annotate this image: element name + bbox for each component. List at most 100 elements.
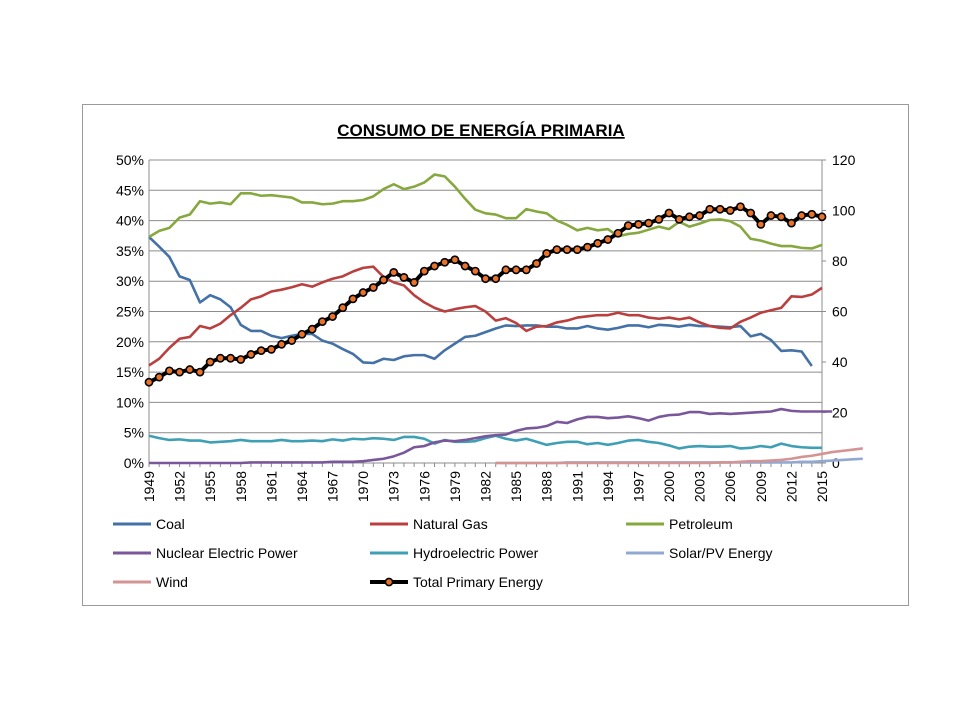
x-tick-label: 1985 <box>508 471 524 502</box>
total-primary-energy-point <box>572 245 582 255</box>
nuclear-electric-power-line <box>149 407 833 465</box>
total-primary-energy-point <box>736 202 745 212</box>
total-primary-energy-point <box>593 238 603 248</box>
total-primary-energy-point <box>634 219 643 229</box>
total-primary-energy-point <box>379 275 388 285</box>
total-primary-energy-point <box>797 211 807 220</box>
x-tick-label: 2003 <box>692 471 708 502</box>
natural-gas-line <box>148 265 823 367</box>
total-primary-energy-point <box>226 353 235 363</box>
total-primary-energy-point <box>246 350 256 359</box>
total-primary-energy-point <box>501 265 511 275</box>
y-tick-label: 5% <box>124 425 144 441</box>
total-primary-energy-point <box>532 259 541 268</box>
x-tick-label: 2015 <box>814 471 830 502</box>
total-primary-energy-point <box>185 365 195 374</box>
total-primary-energy-point <box>583 242 592 252</box>
x-tick-label: 1997 <box>630 471 646 502</box>
legend-marker <box>384 577 394 587</box>
y-tick-label: 30% <box>116 273 144 289</box>
x-tick-label: 1970 <box>355 471 371 502</box>
x-tick-label: 2000 <box>661 471 677 502</box>
total-primary-energy-point <box>695 211 705 220</box>
y-tick-label: 15% <box>116 364 144 380</box>
total-primary-energy-point <box>205 357 215 367</box>
x-tick-label: 2006 <box>722 471 738 502</box>
total-primary-energy-point <box>644 218 654 228</box>
hydroelectric-power-line <box>148 434 822 450</box>
legend-label: Wind <box>156 574 188 590</box>
wind-line <box>495 447 863 465</box>
chart-title: CONSUMO DE ENERGÍA PRIMARIA <box>337 121 624 140</box>
total-primary-energy-point <box>460 261 470 271</box>
x-tick-label: 1952 <box>172 471 188 502</box>
y-tick-label: 35% <box>116 243 144 259</box>
y2-tick-label: 80 <box>832 253 848 269</box>
total-primary-energy-point <box>664 208 674 218</box>
total-primary-energy-point <box>338 303 348 313</box>
total-primary-energy-point <box>266 344 276 354</box>
series-lines <box>144 173 863 465</box>
y2-tick-label: 60 <box>832 304 848 320</box>
y-tick-label: 45% <box>116 182 144 198</box>
total-primary-energy-point <box>562 245 572 255</box>
total-primary-energy-point <box>215 353 225 363</box>
total-primary-energy-point <box>674 214 684 224</box>
total-primary-energy-point <box>685 212 694 222</box>
y2-tick-label: 20 <box>832 405 848 421</box>
total-primary-energy-point <box>725 206 735 215</box>
total-primary-energy-point <box>195 367 205 377</box>
x-tick-label: 1976 <box>416 471 432 502</box>
x-tick-label: 1964 <box>294 471 310 502</box>
x-tick-label: 1979 <box>447 471 463 502</box>
total-primary-energy-point <box>389 267 399 277</box>
total-primary-energy-point <box>236 355 246 364</box>
total-primary-energy-point <box>470 266 480 276</box>
total-primary-energy-point <box>705 204 715 214</box>
y-tick-label: 10% <box>116 394 144 410</box>
total-primary-energy-point <box>317 317 327 326</box>
total-primary-energy-point <box>787 218 796 228</box>
legend-label: Coal <box>156 516 185 532</box>
x-tick-label: 1982 <box>478 471 494 502</box>
total-primary-energy-point <box>328 312 337 321</box>
x-tick-label: 2009 <box>753 471 769 502</box>
y-tick-label: 20% <box>116 334 144 350</box>
x-tick-label: 1955 <box>202 471 218 502</box>
coal-line <box>148 236 813 367</box>
total-primary-energy-point <box>542 249 552 258</box>
y-tick-label: 40% <box>116 213 144 229</box>
legend-label: Nuclear Electric Power <box>156 545 298 561</box>
total-primary-energy-point <box>287 336 297 345</box>
y-tick-label: 0% <box>124 455 144 471</box>
legend-label: Total Primary Energy <box>413 574 543 590</box>
x-tick-label: 1994 <box>600 471 616 502</box>
total-primary-energy-point <box>603 235 613 244</box>
legend-item-nuclear-electric-power: Nuclear Electric Power <box>113 545 298 561</box>
x-tick-label: 1973 <box>386 471 402 502</box>
legend-item-total-primary-energy: Total Primary Energy <box>370 574 543 590</box>
total-primary-energy-point <box>450 255 460 265</box>
y2-tick-label: 0 <box>832 455 840 471</box>
total-primary-energy-point <box>358 288 368 297</box>
total-primary-energy-point <box>419 266 429 276</box>
y2-tick-label: 40 <box>832 354 848 370</box>
total-primary-energy-point <box>817 212 827 222</box>
legend-label: Hydroelectric Power <box>413 545 539 561</box>
total-primary-energy-point <box>623 221 633 231</box>
legend-item-natural-gas: Natural Gas <box>370 516 488 532</box>
x-tick-label: 1967 <box>325 471 341 502</box>
x-tick-label: 1961 <box>263 471 279 502</box>
total-primary-energy-point <box>491 274 501 284</box>
y-tick-label: 50% <box>116 152 144 168</box>
legend-item-petroleum: Petroleum <box>626 516 733 532</box>
total-primary-energy-point <box>715 204 725 214</box>
total-primary-energy-point <box>368 283 378 292</box>
total-primary-energy-point <box>430 261 439 271</box>
x-tick-label: 1949 <box>141 471 157 502</box>
total-primary-energy-point <box>613 228 623 238</box>
legend-item-solar-pv-energy: Solar/PV Energy <box>626 545 773 561</box>
total-primary-energy-point <box>521 265 531 275</box>
total-primary-energy-point <box>297 329 307 339</box>
total-primary-energy-point <box>756 219 766 229</box>
